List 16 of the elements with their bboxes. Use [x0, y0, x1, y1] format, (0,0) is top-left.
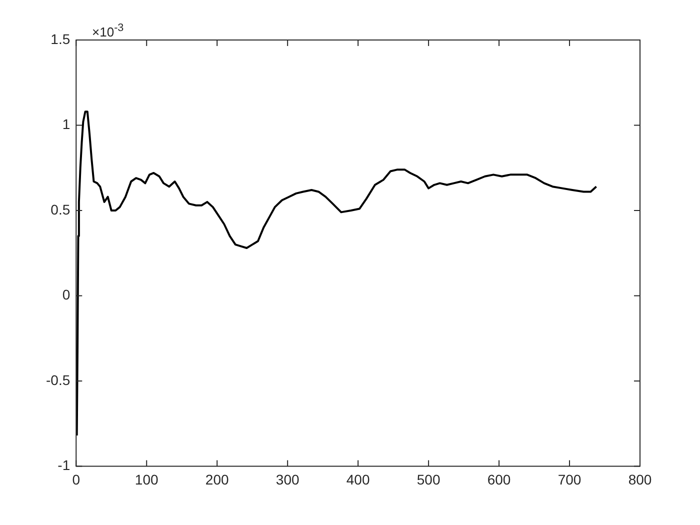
x-tick-label: 700: [558, 471, 582, 488]
x-tick-label: 400: [346, 471, 370, 488]
x-tick-label: 0: [72, 471, 80, 488]
y-tick-label: 1: [62, 116, 70, 132]
x-tick-label: 200: [205, 471, 229, 488]
x-tick-label: 100: [134, 471, 158, 488]
x-tick-label: 500: [416, 471, 440, 488]
y-tick-label: 1.5: [50, 30, 70, 47]
text: ×10$^{-3}$: [92, 22, 124, 40]
y-tick-label: -1: [58, 457, 70, 474]
x-tick-label: 300: [276, 471, 300, 488]
x-tick-label: 600: [487, 471, 511, 488]
y-tick-label: -0.5: [46, 372, 70, 388]
x-tick-label: 800: [628, 471, 652, 488]
y-tick-label: 0.5: [50, 201, 70, 218]
y-tick-label: 0: [62, 286, 70, 303]
